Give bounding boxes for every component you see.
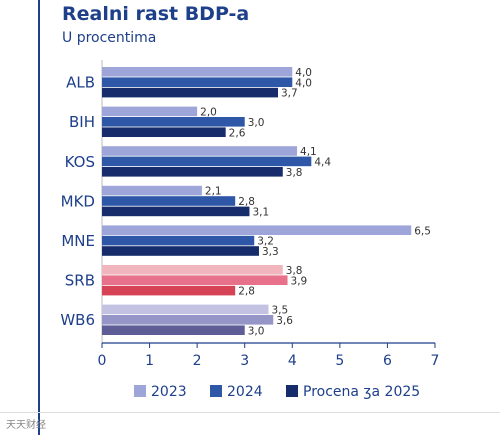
data-label: 3,5 (272, 305, 289, 317)
category-label: WB6 (60, 311, 95, 329)
chart-title: Realni rast BDP-a (62, 3, 250, 25)
data-label: 4,0 (295, 77, 312, 89)
bar-chart: ALB4,04,03,7BIH2,03,02,6KOS4,14,43,8MKD2… (60, 60, 440, 400)
bar (102, 87, 279, 98)
bar (102, 246, 259, 256)
bar (102, 127, 226, 137)
category-label: KOS (65, 153, 95, 171)
bar (102, 265, 283, 275)
data-label: 3,8 (286, 167, 303, 179)
legend-label: 2023 (151, 384, 187, 400)
data-label: 3,9 (291, 275, 308, 287)
bar (102, 235, 255, 246)
data-label: 3,2 (257, 236, 274, 248)
data-label: 3,1 (252, 207, 269, 219)
bar (102, 117, 245, 127)
x-tick-label: 4 (288, 353, 297, 369)
bar (102, 325, 245, 335)
x-tick-label: 7 (431, 353, 440, 369)
bar (102, 206, 250, 217)
data-label: 3,0 (248, 325, 265, 337)
x-tick-label: 1 (145, 353, 154, 369)
bar (102, 304, 269, 315)
x-tick-label: 3 (240, 353, 249, 369)
legend-swatch (134, 385, 146, 397)
data-label: 2,8 (238, 286, 255, 298)
data-label: 2,0 (200, 107, 217, 119)
category-label: SRB (65, 272, 95, 290)
bar (102, 225, 412, 235)
bar (102, 77, 293, 87)
data-label: 3,0 (248, 117, 265, 129)
bar (102, 167, 283, 177)
data-label: 4,0 (295, 67, 312, 79)
data-label: 4,1 (300, 146, 317, 158)
bar (102, 106, 198, 117)
category-label: BIH (69, 113, 95, 131)
bar (102, 315, 274, 325)
x-tick-label: 0 (98, 353, 107, 369)
bar (102, 156, 312, 167)
legend-label: 2024 (227, 384, 263, 400)
data-label: 4,4 (314, 157, 331, 169)
chart-subtitle: U procentima (62, 30, 157, 46)
bar (102, 285, 236, 296)
watermark: 天天财经 (6, 420, 46, 431)
legend-label: Procena ʒa 2025 (303, 384, 420, 400)
data-label: 3,8 (286, 265, 303, 277)
x-tick-label: 5 (335, 353, 344, 369)
bar (102, 67, 293, 77)
bar (102, 185, 202, 196)
category-label: ALB (66, 74, 95, 92)
data-label: 2,1 (205, 186, 222, 198)
x-tick-label: 2 (193, 353, 202, 369)
data-label: 2,8 (238, 196, 255, 208)
left-accent-line (38, 0, 40, 435)
data-label: 3,7 (281, 88, 298, 100)
bar (102, 146, 298, 156)
bar (102, 196, 236, 206)
data-label: 2,6 (229, 127, 246, 139)
bar (102, 275, 288, 285)
category-label: MKD (61, 192, 95, 210)
legend-swatch (210, 385, 222, 397)
x-tick-label: 6 (383, 353, 392, 369)
legend-swatch (286, 385, 298, 397)
data-label: 3,3 (262, 246, 279, 258)
data-label: 6,5 (414, 225, 431, 237)
category-label: MNE (61, 232, 95, 250)
bottom-divider (0, 412, 500, 413)
data-label: 3,6 (276, 315, 293, 327)
